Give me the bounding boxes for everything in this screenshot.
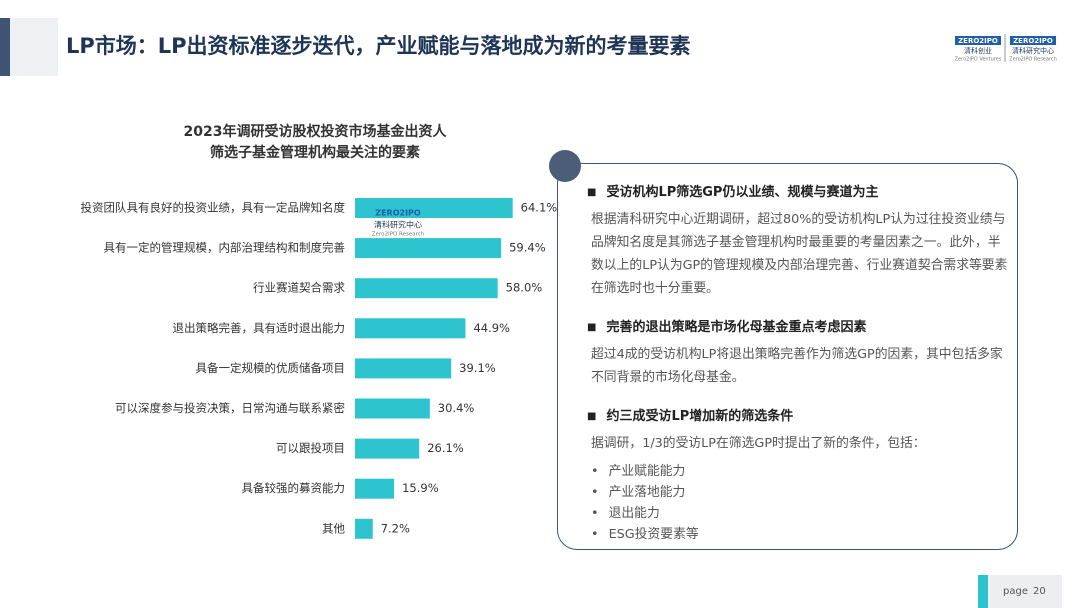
watermark-sub: Zero2IPO Research [372,232,425,238]
bar [355,278,498,299]
panel-section: 完善的退出策略是市场化母基金重点考虑因素 超过4成的受访机构LP将退出策略完善作… [591,316,1009,389]
bullet: ESG投资要素等 [591,524,1009,545]
bar [355,358,452,379]
logo-mark-box [955,36,1001,45]
value-label: 59.4% [509,241,546,255]
category-label: 行业赛道契合需求 [253,281,345,295]
value-label: 44.9% [473,321,510,335]
slide-title: LP市场：LP出资标准逐步迭代，产业赋能与落地成为新的考量要素 [66,34,691,58]
logo-sub: Zero2IPO Research [1009,57,1057,63]
title-accent [0,18,10,76]
bar [355,198,513,218]
bar [355,238,502,259]
section-body: 超过4成的受访机构LP将退出策略完善作为筛选GP的因素，其中包括多家不同背景的市… [591,347,1003,385]
panel-section: 约三成受访LP增加新的筛选条件 据调研，1/3的受访LP在筛选GP时提出了新的条… [591,405,1009,545]
section-body: 根据清科研究中心近期调研，超过80%的受访机构LP认为过往投资业绩与品牌知名度是… [591,212,1008,296]
bar [355,398,430,419]
category-label: 可以深度参与投资决策，日常沟通与联系紧密 [115,401,345,415]
value-label: 26.1% [427,441,464,455]
chart-title: 筛选子基金管理机构最关注的要素 [210,144,420,161]
value-label: 64.1% [521,201,558,215]
watermark-name: 清科研究中心 [374,220,422,230]
category-label: 具有一定的管理规模，内部治理结构和制度完善 [104,241,346,255]
bar [355,478,395,499]
logo: ZERO2IPO 清科创业 Zero2IPO Ventures ZERO2IPO… [955,34,1057,63]
category-label: 其他 [322,521,345,535]
category-label: 具备一定规模的优质储备项目 [196,361,346,375]
logo-mark-box [1010,36,1056,45]
value-label: 58.0% [506,281,543,295]
title-accent-light [10,18,58,76]
category-label: 退出策略完善，具有适时退出能力 [173,321,346,335]
panel-dot [549,150,581,182]
section-heading: 完善的退出策略是市场化母基金重点考虑因素 [587,316,1009,335]
value-label: 30.4% [438,401,475,415]
bar [355,438,420,459]
bullet: 产业落地能力 [591,482,1009,503]
bar [355,518,373,539]
page-number: 20 [1033,586,1046,597]
section-body: 据调研，1/3的受访LP在筛选GP时提出了新的条件，包括： [591,436,926,451]
watermark-mark: ZERO2IPO [375,209,421,218]
logo-name: 清科创业 [964,46,992,55]
logo-mark: ZERO2IPO [1013,37,1053,45]
footer-box [988,575,1062,608]
category-label: 可以跟投项目 [276,441,345,455]
footer-accent [978,575,988,608]
bar [355,318,466,339]
section-heading: 约三成受访LP增加新的筛选条件 [587,405,1009,424]
bullet: 退出能力 [591,503,1009,524]
category-label: 具备较强的募资能力 [242,481,346,495]
summary-panel: 受访机构LP筛选GP仍以业绩、规模与赛道为主 根据清科研究中心近期调研，超过80… [549,150,1018,550]
bullet: 产业赋能能力 [591,461,1009,482]
logo-sub: Zero2IPO Ventures [955,57,1002,63]
category-label: 投资团队具有良好的投资业绩，具有一定品牌知名度 [81,201,346,215]
logo-mark: ZERO2IPO [958,37,998,45]
chart-title: 2023年调研受访股权投资市场基金出资人 [184,123,448,140]
value-label: 7.2% [381,521,410,535]
value-label: 39.1% [459,361,496,375]
page-label: page [1003,586,1028,597]
logo-name: 清科研究中心 [1012,46,1054,55]
panel-section: 受访机构LP筛选GP仍以业绩、规模与赛道为主 根据清科研究中心近期调研，超过80… [591,181,1009,300]
bullet-list: 产业赋能能力 产业落地能力 退出能力 ESG投资要素等 [591,461,1009,545]
value-label: 15.9% [402,481,439,495]
section-heading: 受访机构LP筛选GP仍以业绩、规模与赛道为主 [587,181,1009,200]
